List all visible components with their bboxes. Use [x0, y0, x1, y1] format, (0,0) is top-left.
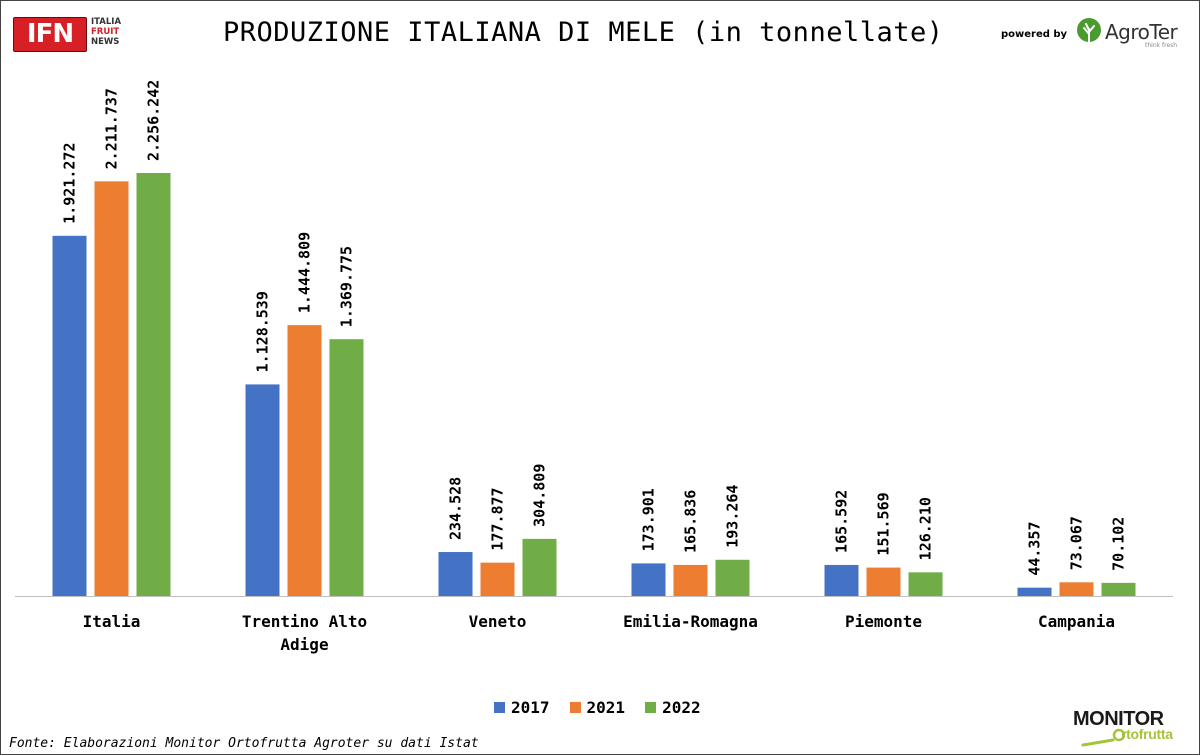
bar-2022-3: [715, 559, 750, 596]
agroter-tagline: think fresh: [1145, 42, 1178, 49]
category-label-4: Piemonte: [845, 612, 922, 631]
bar-2021-3: [673, 564, 708, 596]
bar-chart-plot: 1.921.272 2.211.737 2.256.242 Italia 1.128.5…: [15, 80, 1173, 654]
ifn-logo-line-italia: ITALIA: [91, 17, 122, 27]
data-label-2021-3: 165.836: [682, 490, 700, 553]
data-label-2021-4: 151.569: [875, 492, 893, 555]
bar-2017-0: [52, 235, 87, 596]
legend-label-2022: 2022: [662, 698, 701, 717]
legend-swatch-2021: [569, 702, 581, 713]
data-label-2022-0: 2.256.242: [145, 80, 163, 161]
data-label-2017-2: 234.528: [447, 477, 465, 540]
monitor-wordmark: MONITOR: [1073, 708, 1164, 730]
data-label-2021-2: 177.877: [489, 487, 507, 550]
legend-swatch-2017: [494, 702, 505, 713]
ifn-logo-line-fruit: FRUIT: [91, 27, 120, 37]
legend-item-2021: 2021: [569, 698, 626, 717]
bar-2017-3: [631, 563, 666, 596]
data-label-2017-3: 173.901: [640, 488, 658, 551]
tree-icon: [1077, 18, 1101, 44]
category-label-3: Emilia-Romagna: [623, 612, 758, 631]
monitor-ortofrutta-logo: MONITOR rtofrutta: [1073, 708, 1193, 752]
agroter-logo: AgroTer think fresh: [1075, 17, 1185, 51]
legend-swatch-2022: [645, 702, 657, 713]
bar-2022-4: [908, 572, 943, 596]
category-label-0: Italia: [83, 612, 141, 631]
bar-2017-4: [824, 564, 859, 596]
bar-2021-4: [866, 567, 901, 596]
legend-label-2017: 2017: [511, 698, 550, 717]
legend-item-2022: 2022: [645, 698, 701, 717]
chart-title: PRODUZIONE ITALIANA DI MELE (in tonnella…: [223, 17, 944, 48]
ifn-logo-mark: IFN: [13, 17, 87, 52]
data-label-2022-2: 304.809: [531, 464, 549, 527]
bar-2022-1: [329, 339, 364, 596]
data-label-2022-1: 1.369.775: [338, 246, 356, 327]
ortofrutta-wordmark: rtofrutta: [1121, 726, 1173, 742]
data-label-2022-4: 126.210: [917, 497, 935, 560]
data-label-2017-4: 165.592: [833, 490, 851, 553]
data-label-2021-5: 73.067: [1068, 516, 1086, 570]
bar-2022-0: [136, 173, 171, 596]
powered-by-label: powered by: [1001, 29, 1068, 40]
data-label-2021-1: 1.444.809: [296, 232, 314, 313]
data-label-2017-5: 44.357: [1026, 521, 1044, 575]
category-label-5: Campania: [1038, 612, 1115, 631]
bar-2021-1: [287, 325, 322, 596]
ifn-logo-wordmark: ITALIA FRUIT NEWS: [91, 17, 121, 47]
bar-2017-1: [245, 384, 280, 596]
category-label-1: Trentino Alto Adige: [242, 612, 367, 654]
agroter-wordmark: AgroTer: [1105, 20, 1178, 44]
bar-2022-5: [1101, 582, 1136, 596]
data-label-2022-5: 70.102: [1110, 517, 1128, 571]
source-note: Fonte: Elaborazioni Monitor Ortofrutta A…: [9, 736, 479, 751]
ifn-logo-line-news: NEWS: [91, 37, 120, 47]
ifn-logo: IFN ITALIA FRUIT NEWS: [13, 17, 138, 53]
data-label-2022-3: 193.264: [724, 485, 742, 548]
legend-label-2021: 2021: [586, 698, 626, 717]
bar-2017-5: [1017, 587, 1052, 596]
data-label-2017-0: 1.921.272: [61, 143, 79, 224]
chart-legend: 2017 2021 2022: [494, 698, 701, 717]
data-label-2017-1: 1.128.539: [254, 291, 272, 372]
magnifier-icon: [1081, 728, 1125, 747]
bar-2017-2: [438, 552, 473, 596]
bar-2022-2: [522, 538, 557, 596]
bar-2021-5: [1059, 582, 1094, 596]
bar-2021-0: [94, 181, 129, 596]
category-label-2: Veneto: [469, 612, 527, 631]
bar-2021-2: [480, 562, 515, 596]
data-label-2021-0: 2.211.737: [103, 88, 121, 169]
legend-item-2017: 2017: [494, 698, 550, 717]
